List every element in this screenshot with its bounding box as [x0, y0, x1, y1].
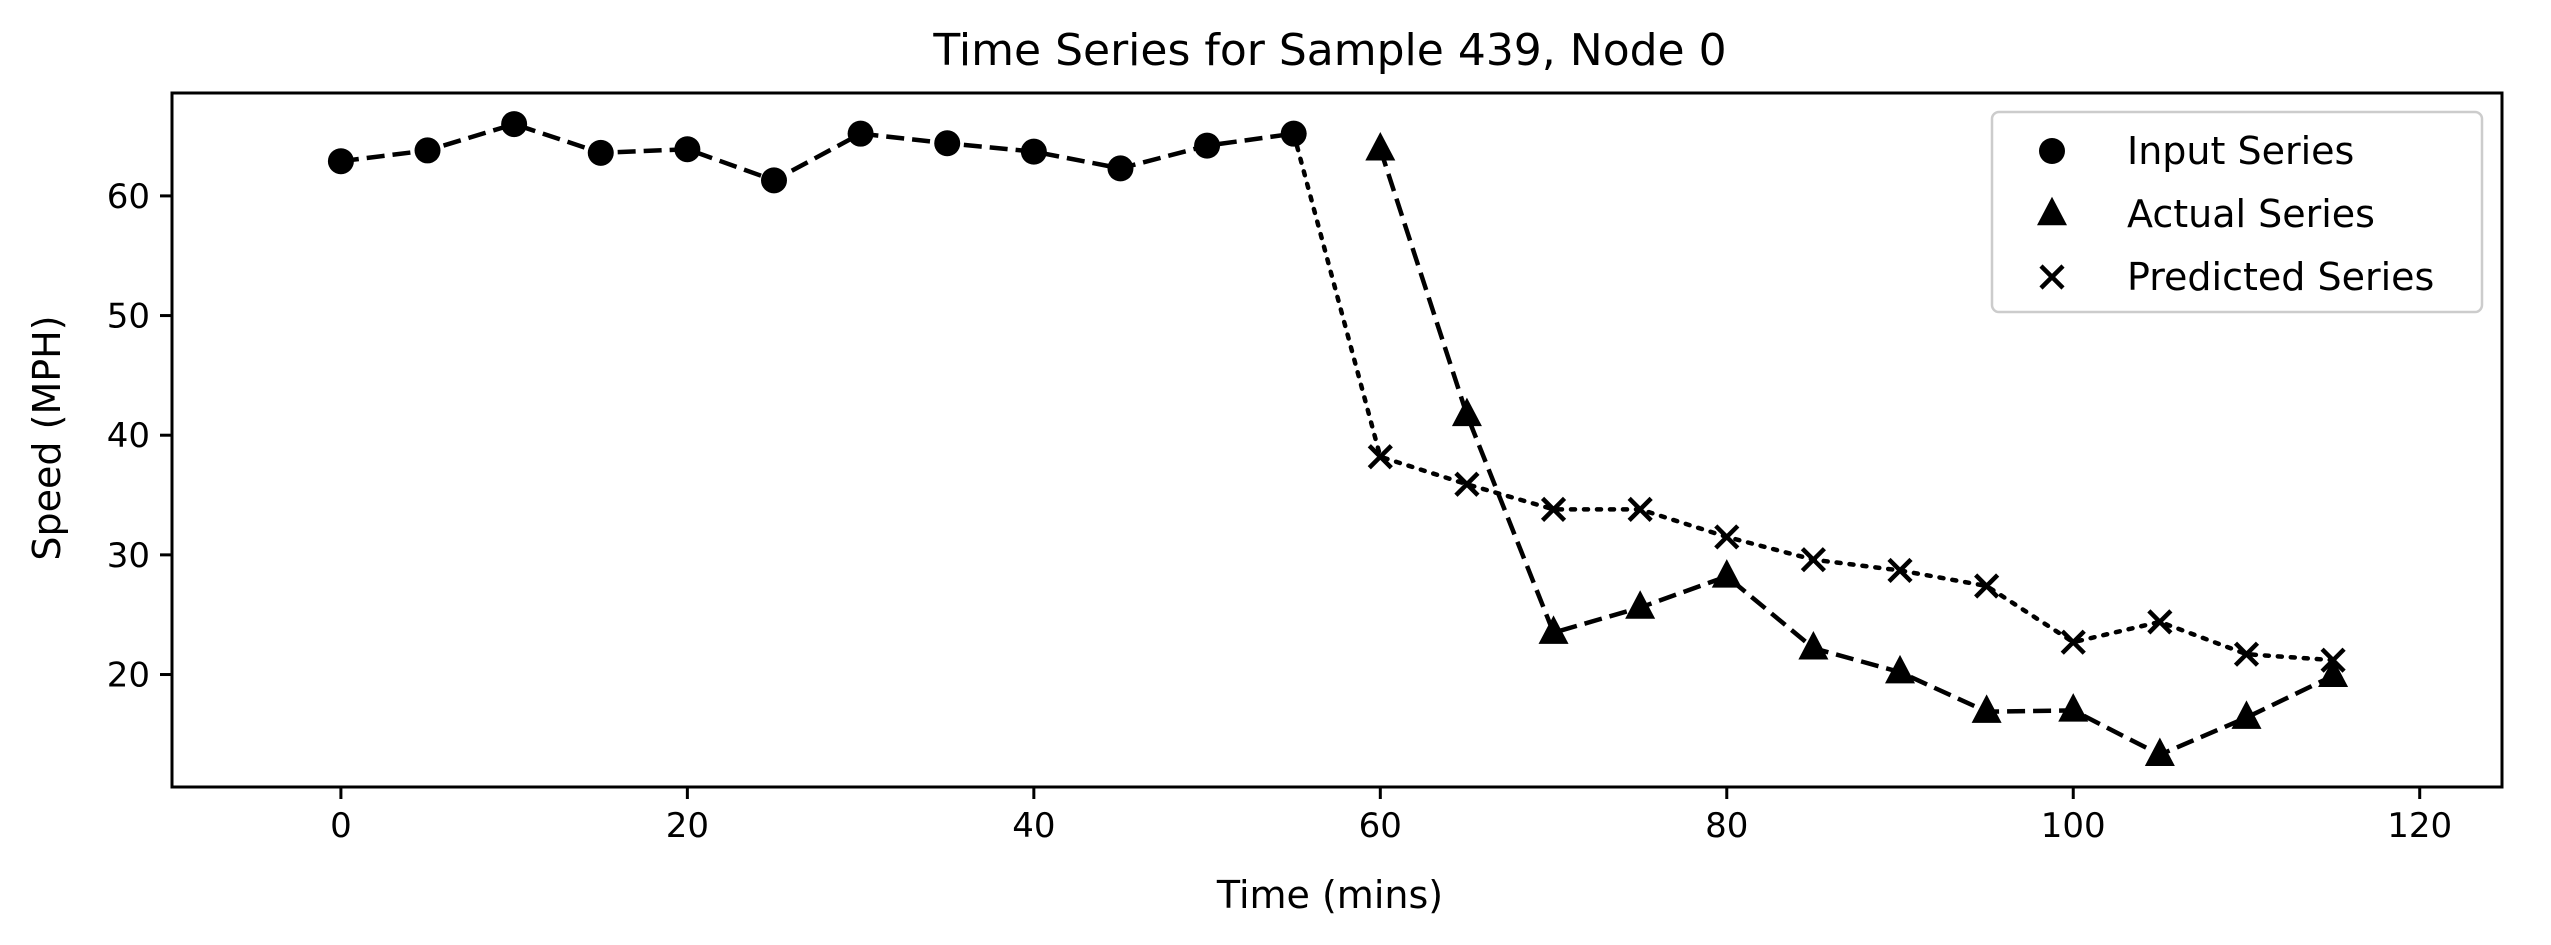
input-series-point [674, 136, 701, 163]
predicted-series-point [2233, 641, 2260, 667]
input-series-point [1194, 132, 1221, 159]
y-tick-label: 20 [107, 656, 150, 696]
actual-series-point [1711, 559, 1742, 588]
predicted-series-point [1540, 496, 1567, 522]
input-series-point [414, 137, 441, 164]
legend-box [1990, 110, 2484, 314]
input-series-point [327, 148, 354, 175]
actual-series-point [2058, 693, 2089, 722]
plot-frame [170, 91, 2504, 789]
actual-series-point [1971, 694, 2002, 723]
axes: 0 20 40 60 80 100 120 20 30 40 50 60 [107, 91, 2504, 846]
y-tick-label: 60 [107, 177, 150, 217]
x-tick-label: 100 [2041, 806, 2106, 846]
input-series-point [934, 130, 961, 157]
input-series-point [1020, 138, 1047, 165]
input-series-point [760, 167, 787, 194]
legend-predicted-series-marker [2039, 264, 2065, 290]
legend-actual-series-marker [2037, 196, 2067, 226]
legend-predicted-series-label: Predicted Series [2127, 255, 2434, 299]
x-tick-label: 80 [1705, 806, 1748, 846]
predicted-series-point [1627, 496, 1653, 522]
actual-series-point [1885, 654, 1916, 684]
input-series-line [340, 121, 1294, 183]
predicted-series-point [1714, 524, 1740, 550]
actual-series-point [2231, 700, 2262, 729]
input-series-point [587, 139, 614, 166]
predicted-series-point [1367, 444, 1393, 470]
x-tick-label: 20 [666, 806, 709, 846]
input-series-point [1107, 155, 1134, 182]
x-axis-label: Time (mins) [1216, 873, 1443, 917]
actual-series-line [1378, 148, 2335, 758]
predicted-series-point [1974, 573, 2000, 599]
x-tick-label: 60 [1359, 806, 1402, 846]
actual-series-point [1798, 630, 1829, 660]
legend-input-series-marker [2039, 138, 2065, 164]
x-tick-label: 120 [2387, 806, 2452, 846]
predicted-series-point [1887, 557, 1913, 584]
actual-series-point [1625, 590, 1656, 619]
plot-area [327, 111, 2349, 766]
predicted-series-point [2147, 609, 2173, 635]
actual-series-point [2318, 658, 2349, 687]
chart-title: Time Series for Sample 439, Node 0 [932, 25, 1726, 76]
actual-series-point [1451, 397, 1482, 427]
y-tick-label: 30 [107, 536, 150, 576]
input-series-point [847, 120, 874, 147]
predicted-series-point [2320, 647, 2346, 673]
actual-series-point [2144, 737, 2175, 766]
predicted-series-point [2060, 629, 2086, 655]
actual-series-point [1365, 131, 1396, 161]
predicted-series-point [1454, 471, 1480, 497]
legend: Input Series Actual Series Predicted Serie… [1990, 110, 2484, 314]
y-axis-label: Speed (MPH) [25, 315, 69, 560]
y-tick-label: 50 [107, 297, 150, 337]
input-series-point [501, 111, 528, 138]
x-tick-label: 40 [1012, 806, 1055, 846]
y-tick-label: 40 [107, 416, 150, 456]
actual-series-point [1538, 615, 1569, 644]
x-tick-label: 0 [330, 806, 352, 846]
legend-actual-series-label: Actual Series [2127, 192, 2375, 236]
legend-input-series-label: Input Series [2127, 129, 2354, 173]
predicted-series-point [1800, 547, 1826, 573]
